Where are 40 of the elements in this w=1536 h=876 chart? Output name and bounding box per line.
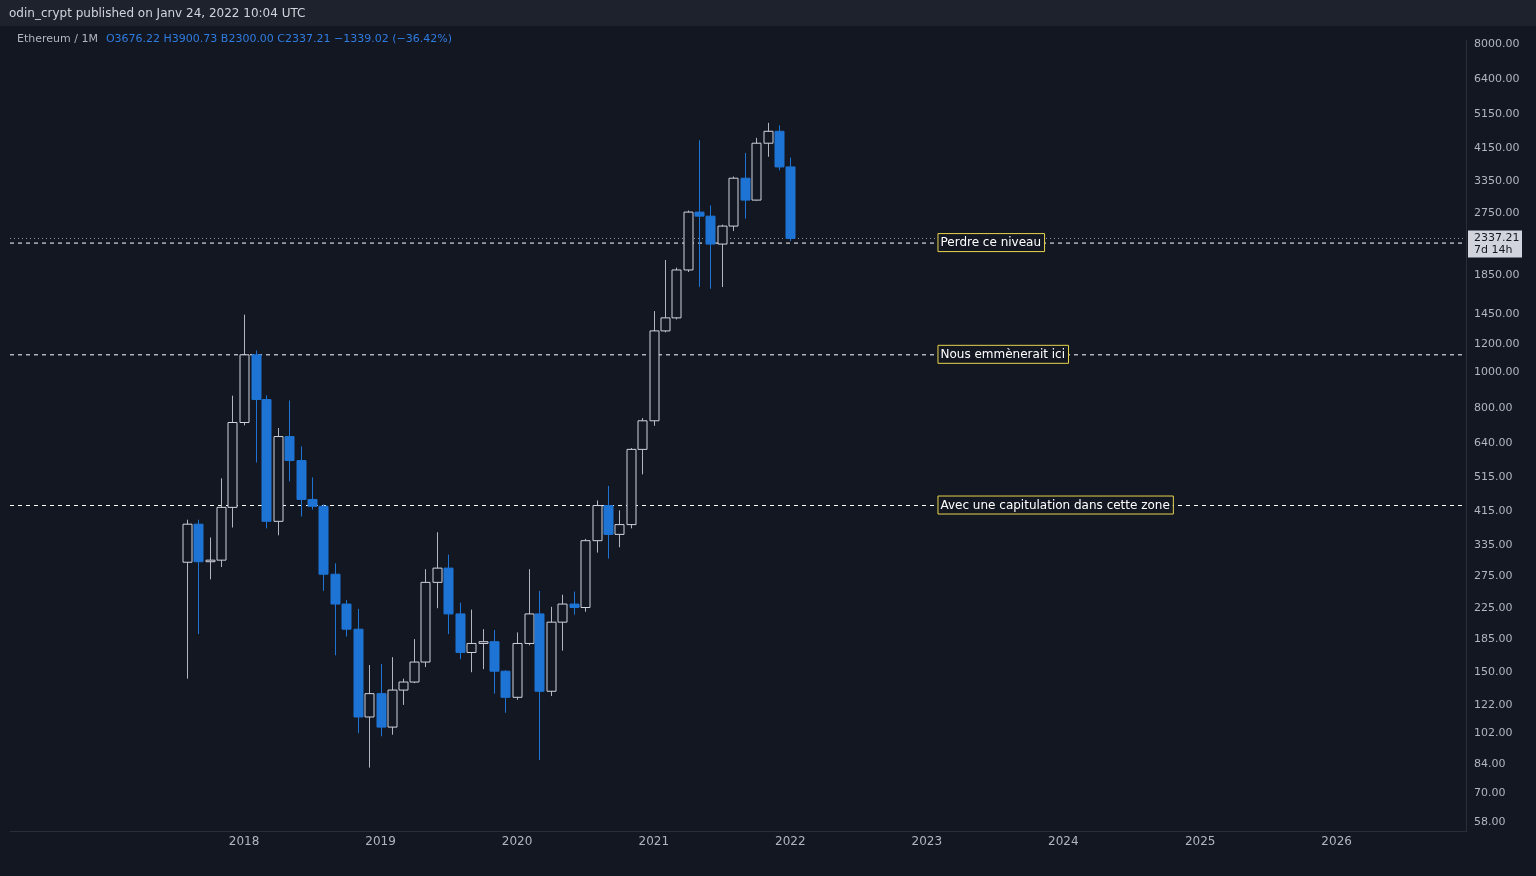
- y-tick-label: 84.00: [1474, 756, 1506, 770]
- y-tick-label: 58.00: [1474, 815, 1506, 829]
- y-tick-label: 122.00: [1474, 697, 1513, 711]
- x-tick-label: 2018: [228, 833, 260, 848]
- y-tick-label: 415.00: [1474, 504, 1513, 518]
- ref-line-label: 2337.21 7d 14h: [1474, 231, 1520, 257]
- text: odin_crypt published on Janv 24, 2022 10:04 UTC: [9, 6, 306, 20]
- x-tick-label: 2025: [1184, 833, 1216, 848]
- y-tick-label: 275.00: [1474, 569, 1513, 583]
- y-tick-label: 2750.00: [1474, 205, 1520, 219]
- y-tick-label: 335.00: [1474, 538, 1513, 552]
- y-tick-label: 640.00: [1474, 435, 1513, 449]
- y-tick-label: 225.00: [1474, 601, 1513, 615]
- x-tick-label: 2019: [365, 833, 396, 848]
- chart-title: Ethereum / 1M: [17, 32, 98, 45]
- y-tick-label: 800.00: [1474, 400, 1513, 414]
- y-tick-label: 1850.00: [1474, 268, 1520, 282]
- y-tick-label: 4150.00: [1474, 140, 1520, 154]
- x-tick-label: 2024: [1048, 833, 1079, 848]
- ref-line-label: Nous emmènerait ici: [940, 346, 1065, 361]
- ref-line-label: Avec une capitulation dans cette zone: [940, 497, 1170, 512]
- x-tick-label: 2020: [501, 833, 533, 848]
- y-tick-label: 1200.00: [1474, 336, 1520, 350]
- x-tick-label: 2026: [1321, 833, 1352, 848]
- ref-line-label: Perdre ce niveau: [940, 235, 1042, 250]
- y-tick-label: 102.00: [1474, 726, 1513, 740]
- y-tick-label: 5150.00: [1474, 106, 1520, 120]
- y-tick-label: 515.00: [1474, 470, 1513, 484]
- y-tick-label: 150.00: [1474, 665, 1513, 679]
- x-tick-label: 2023: [911, 833, 943, 848]
- chart-subtitle: O3676.22 H3900.73 B2300.00 C2337.21 −1339.02 (−36.42%): [105, 32, 452, 45]
- x-tick-label: 2022: [775, 833, 806, 848]
- y-tick-label: 1450.00: [1474, 306, 1520, 320]
- x-tick-label: 2021: [638, 833, 670, 848]
- y-tick-label: 185.00: [1474, 631, 1513, 645]
- y-tick-label: 1000.00: [1474, 365, 1520, 379]
- y-tick-label: 3350.00: [1474, 174, 1520, 188]
- y-tick-label: 6400.00: [1474, 72, 1520, 86]
- y-tick-label: 8000.00: [1474, 36, 1520, 50]
- y-tick-label: 70.00: [1474, 785, 1506, 799]
